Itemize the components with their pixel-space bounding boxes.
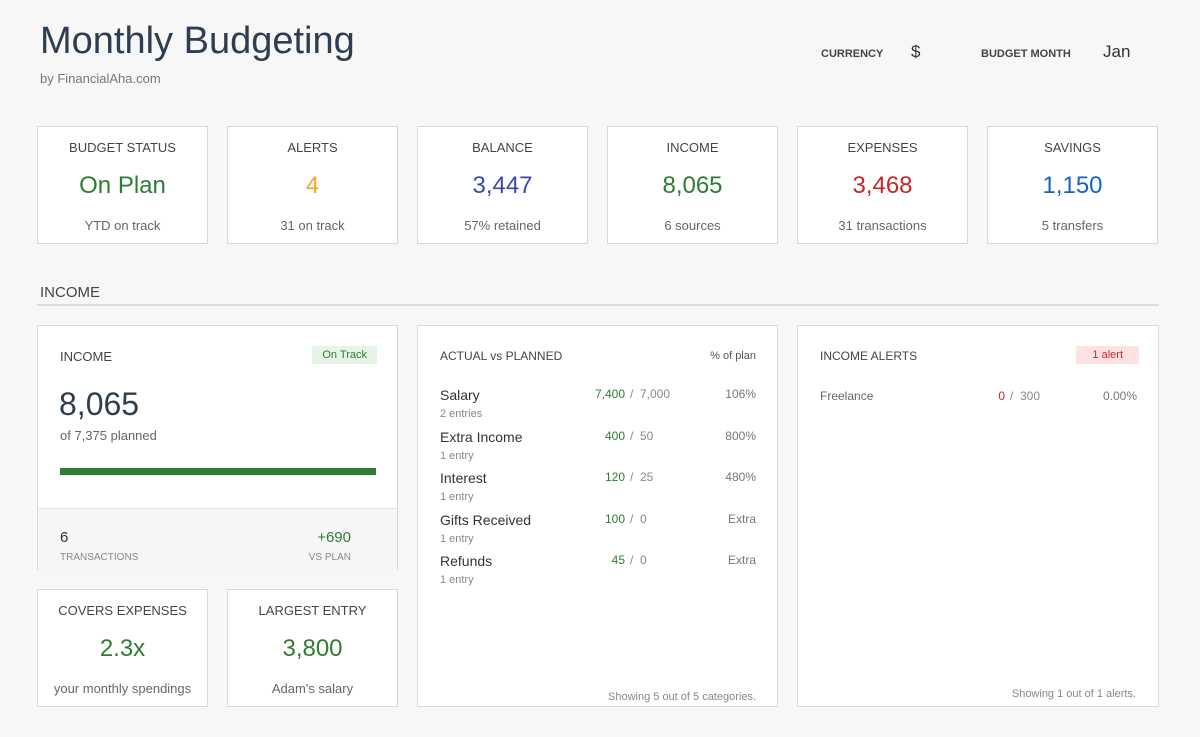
separator: / — [630, 470, 634, 484]
kpi-label: BALANCE — [472, 140, 533, 155]
planned-amount: 0 — [640, 511, 647, 526]
planned-amount: 50 — [640, 428, 654, 443]
category-entries: 1 entry — [440, 491, 474, 503]
status-badge: On Track — [312, 346, 377, 364]
metric-label: COVERS EXPENSES — [58, 603, 187, 618]
income-alerts-card: INCOME ALERTS 1 alert Freelance 0 / 300 0.00% S… — [797, 325, 1159, 707]
subtitle: by FinancialAha.com — [40, 71, 161, 86]
kpi-value: 3,468 — [852, 172, 913, 199]
kpi-label: ALERTS — [287, 140, 338, 155]
kpi-value: 4 — [305, 172, 320, 199]
income-footer: 6 TRANSACTIONS +690 VS PLAN — [38, 508, 397, 570]
kpi-note: 31 transactions — [838, 218, 927, 233]
separator: / — [630, 428, 634, 443]
category-entries: 1 entry — [440, 449, 474, 462]
kpi-value: 8,065 — [662, 172, 723, 199]
metric-value: 2.3x — [99, 635, 146, 662]
kpi-card: ALERTS 4 31 on track — [227, 126, 398, 244]
metric-label: LARGEST ENTRY — [258, 603, 367, 618]
kpi-card: SAVINGS 1,150 5 transfers — [987, 126, 1158, 244]
panel-footer: Showing 5 out of 5 categories. — [608, 691, 756, 703]
stat-label: VS PLAN — [308, 552, 351, 563]
category-name: Salary — [440, 387, 480, 403]
percent-of-plan: Extra — [727, 511, 756, 526]
actual-amount: 400 — [604, 428, 625, 443]
kpi-card: INCOME 8,065 6 sources — [607, 126, 778, 244]
category-name: Refunds — [440, 553, 493, 569]
panel-title: INCOME ALERTS — [820, 349, 918, 363]
category-name: Interest — [440, 470, 487, 486]
category-entries: 1 entry — [440, 532, 474, 545]
percent-of-plan: Extra — [727, 553, 756, 567]
actual-vs-planned-card: ACTUAL vs PLANNED % of plan Salary 2 entrie… — [417, 325, 778, 707]
kpi-note: YTD on track — [84, 218, 161, 233]
income-label: INCOME — [60, 349, 112, 364]
currency-select[interactable]: $ — [911, 42, 921, 61]
income-value: 8,065 — [59, 386, 140, 422]
actual-amount: 0 — [998, 389, 1005, 403]
kpi-card: BUDGET STATUS On Plan YTD on track — [37, 126, 208, 244]
section-rule — [37, 304, 1159, 306]
actual-amount: 120 — [604, 470, 625, 484]
category-name: Extra Income — [440, 428, 523, 445]
planned-amount: 7,000 — [640, 387, 671, 401]
kpi-card: EXPENSES 3,468 31 transactions — [797, 126, 968, 244]
separator: / — [630, 553, 634, 567]
alert-percent: 0.00% — [1102, 389, 1137, 403]
panel-footer: Showing 1 out of 1 alerts. — [1011, 688, 1136, 700]
kpi-note: 31 on track — [280, 218, 345, 233]
panel-header-right: % of plan — [710, 350, 756, 362]
separator: / — [1010, 389, 1014, 403]
alert-badge: 1 alert — [1076, 346, 1139, 364]
separator: / — [630, 387, 634, 401]
progress-bar — [60, 468, 376, 475]
planned-amount: 0 — [640, 553, 647, 567]
month-select[interactable]: Jan — [1103, 42, 1131, 61]
kpi-card: BALANCE 3,447 57% retained — [417, 126, 588, 244]
alert-name: Freelance — [820, 389, 874, 403]
category-entries: 1 entry — [440, 574, 474, 586]
budget-month-label: BUDGET MONTH — [981, 48, 1071, 60]
category-name: Gifts Received — [440, 511, 532, 528]
section-title: INCOME — [40, 284, 100, 301]
currency-label: CURRENCY — [821, 48, 884, 60]
kpi-note: 5 transfers — [1041, 218, 1104, 233]
planned-amount: 25 — [640, 470, 654, 484]
income-card: INCOME On Track 8,065 of 7,375 planned 6 TRAN… — [37, 325, 398, 570]
kpi-value: On Plan — [79, 172, 166, 199]
metric-note: your monthly spendings — [53, 681, 192, 696]
kpi-value: 3,447 — [472, 172, 533, 199]
metric-note: Adam's salary — [271, 681, 354, 696]
metric-card: COVERS EXPENSES 2.3x your monthly spending… — [37, 589, 208, 707]
actual-amount: 7,400 — [594, 387, 625, 401]
actual-amount: 45 — [611, 553, 625, 567]
percent-of-plan: 800% — [725, 428, 756, 443]
actual-amount: 100 — [604, 511, 625, 526]
kpi-label: SAVINGS — [1044, 140, 1101, 155]
kpi-note: 57% retained — [464, 218, 541, 233]
metric-value: 3,800 — [282, 635, 343, 662]
stat-value: +690 — [317, 529, 351, 546]
kpi-label: INCOME — [666, 140, 719, 155]
kpi-value: 1,150 — [1042, 172, 1103, 199]
planned-amount: 300 — [1020, 389, 1041, 403]
stat-label: TRANSACTIONS — [60, 552, 139, 563]
income-planned: of 7,375 planned — [60, 428, 157, 443]
percent-of-plan: 480% — [725, 470, 756, 484]
kpi-note: 6 sources — [664, 218, 721, 233]
panel-title: ACTUAL vs PLANNED — [440, 349, 563, 363]
stat-value: 6 — [60, 529, 69, 546]
percent-of-plan: 106% — [725, 387, 756, 401]
separator: / — [630, 511, 634, 526]
category-entries: 2 entries — [440, 408, 483, 420]
title: Monthly Budgeting — [40, 20, 355, 62]
metric-card: LARGEST ENTRY 3,800 Adam's salary — [227, 589, 398, 707]
kpi-label: BUDGET STATUS — [69, 140, 176, 155]
kpi-label: EXPENSES — [847, 140, 918, 155]
